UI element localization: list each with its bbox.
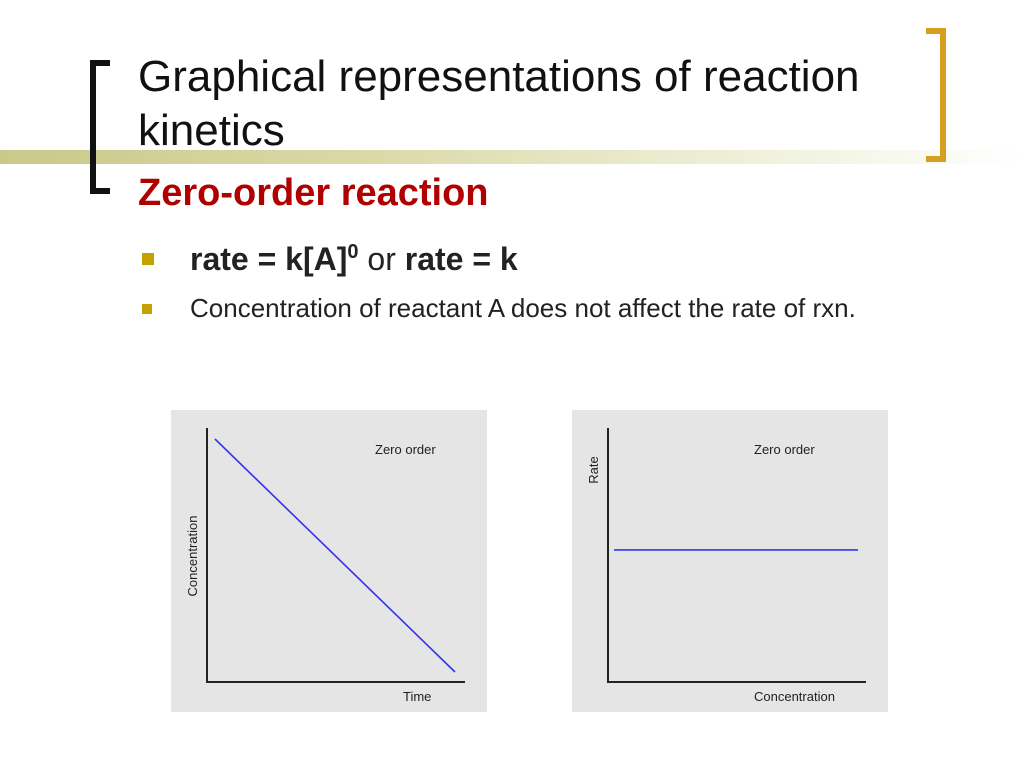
bullet-concentration-note: Concentration of reactant A does not aff… [140, 292, 1020, 324]
chart-svg-rate-concentration: Zero order Concentration Rate [586, 428, 866, 704]
chart-svg-concentration-time: Zero order Time Concentration [185, 428, 465, 704]
rate-equation-exponent: 0 [347, 241, 359, 263]
chart-annotation: Zero order [754, 442, 815, 457]
chart-annotation: Zero order [375, 442, 436, 457]
decorative-band [0, 150, 1024, 164]
rate-equation-part2: rate = k [404, 241, 518, 277]
series-line [214, 438, 456, 673]
y-axis-label: Concentration [185, 516, 200, 597]
slide-title: Graphical representations of reaction ki… [138, 52, 860, 155]
y-axis-label: Rate [586, 456, 601, 483]
bullet-list: rate = k[A]0 or rate = k Concentration o… [140, 240, 1020, 324]
x-axis-label: Time [403, 689, 431, 704]
left-bracket-decoration [90, 60, 110, 194]
rate-equation-connector: or [358, 241, 405, 277]
x-axis-label: Concentration [754, 689, 835, 704]
slide-subtitle: Zero-order reaction [138, 172, 489, 214]
rate-equation-part1: rate = k[A] [190, 241, 348, 277]
rate-concentration-chart: Zero order Concentration Rate [572, 410, 888, 712]
right-bracket-decoration [926, 28, 946, 162]
concentration-time-chart: Zero order Time Concentration [171, 410, 487, 712]
bullet-marker [142, 253, 154, 265]
bullet-marker [142, 304, 152, 314]
bullet-rate-equation: rate = k[A]0 or rate = k [140, 240, 1020, 282]
concentration-note-text: Concentration of reactant A does not aff… [190, 293, 856, 323]
